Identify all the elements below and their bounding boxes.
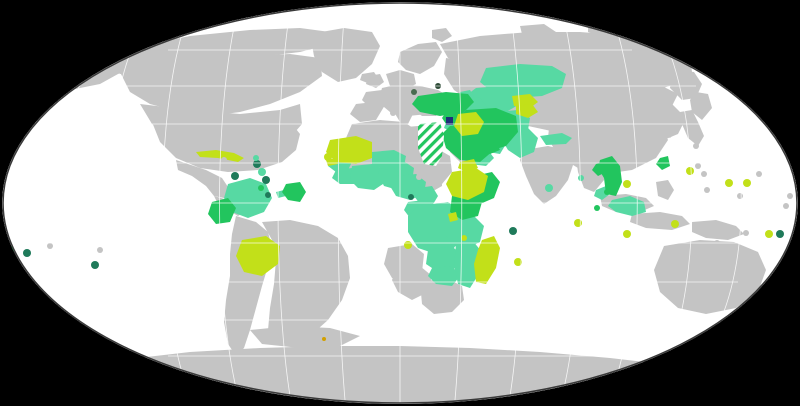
region-group-navy (446, 117, 453, 125)
graticule (24, 4, 776, 402)
region-group-hatched (418, 122, 444, 166)
island-dots (6, 83, 793, 341)
